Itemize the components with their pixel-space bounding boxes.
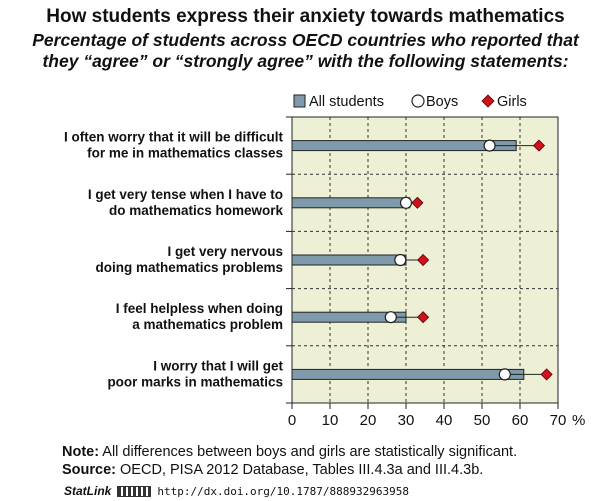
x-tick-label-10: 10 (322, 412, 339, 429)
category-label-2-1: doing mathematics problems (95, 260, 283, 275)
anxiety-chart: 0 10 20 30 40 50 60 70 % I often worry that it wi… (64, 94, 585, 429)
x-tick-label-40: 40 (436, 412, 453, 429)
x-unit-label: % (572, 412, 585, 429)
boys-marker-0 (483, 139, 496, 152)
category-label-2-0: I get very nervous (167, 244, 283, 259)
category-label-3-0: I feel helpless when doing (116, 301, 283, 316)
x-tick-label-0: 0 (288, 412, 296, 429)
legend-girls-marker (481, 94, 495, 108)
legend-all-students-swatch (293, 94, 306, 108)
bar-all-students-1 (291, 197, 411, 209)
category-label-1-0: I get very tense when I have to (88, 187, 283, 202)
source-line: Source: OECD, PISA 2012 Database, Tables… (62, 462, 517, 480)
subtitle-line-1: Percentage of students across OECD count… (32, 30, 579, 50)
x-tick-label-50: 50 (474, 412, 491, 429)
boys-marker-2 (394, 253, 407, 267)
note-text: All differences between boys and girls a… (99, 444, 518, 460)
girls-marker-3 (417, 311, 430, 324)
chart-title: How students express their anxiety towar… (46, 6, 565, 27)
legend-boys-label: Boys (426, 94, 458, 110)
legend-boys-marker (411, 94, 425, 108)
bar-all-students-2 (291, 254, 407, 266)
x-tick-label-30: 30 (398, 412, 415, 429)
notes-block: Note: All differences between boys and g… (62, 444, 517, 479)
x-tick-label-60: 60 (512, 412, 529, 429)
boys-marker-1 (399, 196, 413, 209)
statlink-url[interactable]: http://dx.doi.org/10.1787/888932963958 (157, 484, 410, 498)
category-label-4-0: I worry that I will get (153, 358, 283, 373)
x-tick-label-20: 20 (360, 412, 377, 429)
statlink-label: StatLink (64, 484, 112, 498)
source-label: Source: (62, 461, 116, 478)
legend-girls-label: Girls (497, 94, 527, 110)
category-label-0-0: I often worry that it will be difficult (64, 130, 284, 145)
bar-all-students-0 (291, 140, 517, 152)
subtitle-line-2: they “agree” or “strongly agree” with th… (42, 51, 569, 71)
legend-all-students-label: All students (309, 94, 384, 110)
category-label-1-1: do mathematics homework (109, 203, 284, 218)
category-label-4-1: poor marks in mathematics (107, 374, 283, 389)
source-text: OECD, PISA 2012 Database, Tables III.4.3… (116, 461, 484, 478)
chart-subtitle: Percentage of students across OECD count… (0, 30, 611, 72)
category-label-3-1: a mathematics problem (132, 317, 283, 332)
boys-marker-4 (498, 368, 511, 381)
girls-marker-1 (411, 196, 424, 209)
x-tick-label-70: 70 (550, 412, 567, 429)
note-line: Note: All differences between boys and g… (62, 444, 517, 462)
girls-marker-0 (532, 139, 546, 152)
girls-marker-2 (417, 253, 430, 267)
boys-marker-3 (384, 311, 397, 324)
statlink: StatLink http://dx.doi.org/10.1787/88893… (64, 484, 409, 498)
note-label: Note: (62, 444, 100, 460)
statlink-logo-icon (117, 485, 152, 497)
girls-marker-4 (540, 368, 553, 381)
bar-all-students-4 (291, 368, 525, 380)
category-label-0-1: for me in mathematics classes (87, 146, 283, 161)
